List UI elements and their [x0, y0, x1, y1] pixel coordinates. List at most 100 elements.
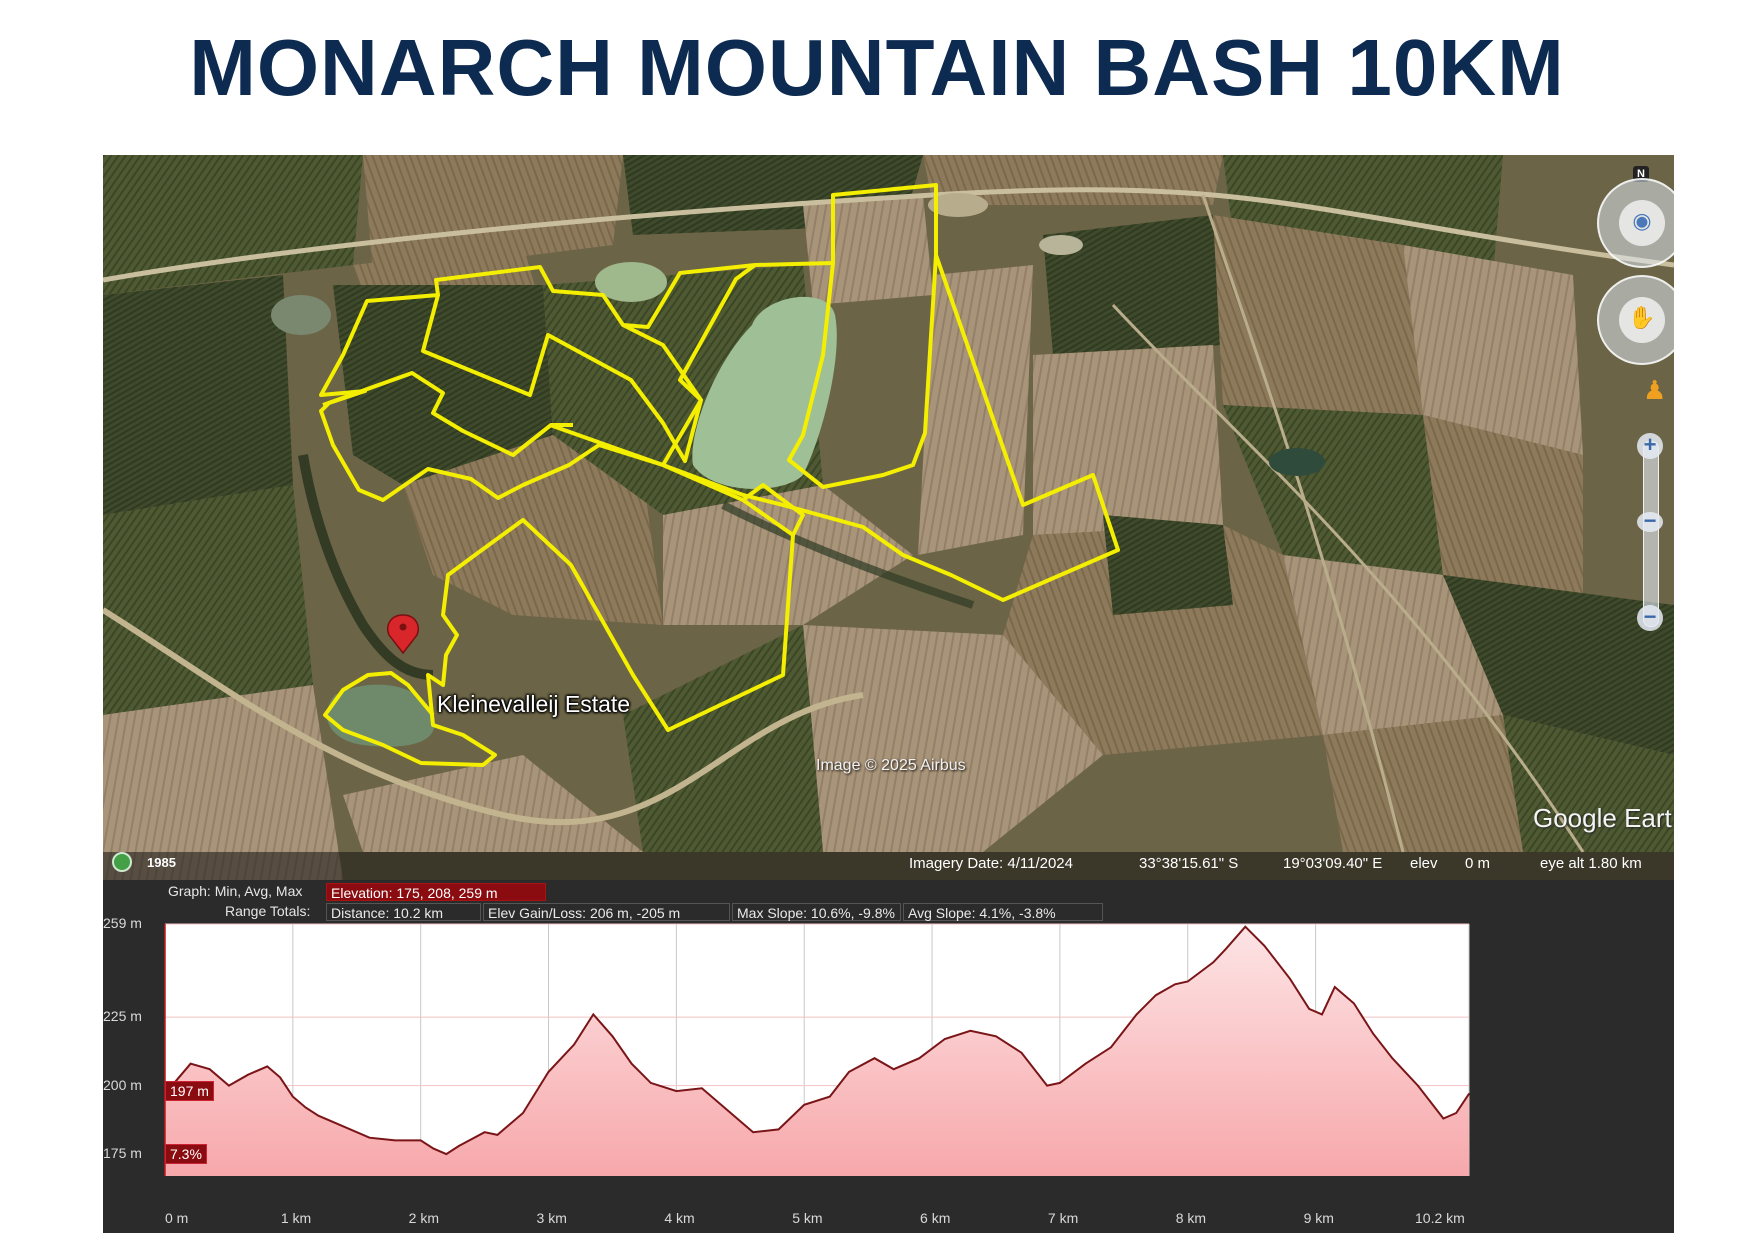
- elevation-point: [547, 1071, 550, 1073]
- look-joystick-icon[interactable]: ◉: [1597, 178, 1674, 268]
- longitude-readout: 19°03'09.40" E: [1283, 855, 1383, 872]
- x-tick-label: 3 km: [536, 1210, 567, 1226]
- historical-imagery-clock-icon[interactable]: [112, 852, 132, 872]
- elevation-point: [394, 1139, 396, 1142]
- elevation-point: [611, 1035, 614, 1038]
- elevation-point: [279, 1076, 281, 1079]
- elevation-point: [701, 1087, 703, 1090]
- elevation-point: [803, 1104, 805, 1106]
- x-tick-label: 6 km: [920, 1210, 951, 1226]
- zoom-handle[interactable]: −: [1637, 510, 1663, 532]
- max-slope-stat: Max Slope: 10.6%, -9.8%: [732, 903, 901, 921]
- avg-slope-stat: Avg Slope: 4.1%, -3.8%: [903, 903, 1103, 921]
- y-tick-label: 200 m: [103, 1076, 142, 1093]
- elevation-point: [228, 1084, 230, 1087]
- elevation-point: [1321, 1013, 1323, 1016]
- elevation-point: [317, 1114, 320, 1117]
- imagery-date: Imagery Date: 4/11/2024: [909, 855, 1073, 872]
- x-tick-label: 0 m: [165, 1210, 189, 1226]
- elevation-point: [304, 1106, 307, 1109]
- cursor-elevation-tag: 197 m: [165, 1080, 214, 1101]
- elevation-point: [247, 1073, 249, 1076]
- x-tick-label: 8 km: [1175, 1210, 1207, 1226]
- elevation-point: [1353, 1002, 1355, 1005]
- elevation-line: [164, 925, 1470, 1156]
- satellite-map[interactable]: Kleinevalleij Estate Image © 2025 Airbus…: [103, 155, 1674, 880]
- pin-label[interactable]: Kleinevalleij Estate: [437, 691, 631, 717]
- elevation-point: [368, 1136, 371, 1139]
- elevation-point: [650, 1082, 652, 1084]
- elevation-point: [292, 1095, 294, 1098]
- zoom-slider[interactable]: [1643, 441, 1659, 627]
- elevation-point: [1186, 980, 1189, 983]
- x-tick-label: 5 km: [792, 1210, 823, 1226]
- elevation-point: [496, 1134, 499, 1136]
- elevation-point: [592, 1013, 595, 1016]
- status-bar: [103, 852, 1674, 880]
- elevation-point: [969, 1030, 972, 1032]
- elevation-point: [873, 1057, 876, 1059]
- x-tick-label: 7 km: [1047, 1210, 1079, 1226]
- zoom-out-icon[interactable]: −: [1637, 605, 1663, 631]
- elevation-point: [1174, 983, 1176, 986]
- google-earth-window: Kleinevalleij Estate Image © 2025 Airbus…: [103, 155, 1674, 1233]
- elevation-point: [1244, 925, 1247, 928]
- elevation-point: [266, 1065, 269, 1068]
- elevation-point: [343, 1125, 345, 1128]
- elevation-point: [1212, 961, 1215, 964]
- imagery-credit: Image © 2025 Airbus: [816, 757, 966, 774]
- elevation-point: [419, 1139, 422, 1142]
- elevation-profile-panel: Graph: Min, Avg, Max Elevation: 175, 208…: [103, 880, 1674, 1233]
- x-tick-label: 10.2 km: [1415, 1210, 1465, 1226]
- route-outline: [319, 183, 1120, 767]
- elevation-point: [1442, 1117, 1445, 1120]
- zoom-in-icon[interactable]: +: [1637, 433, 1663, 459]
- pegman-icon[interactable]: ♟: [1643, 375, 1667, 405]
- elevation-point: [1020, 1051, 1023, 1054]
- elevation-area: [165, 926, 1469, 1176]
- elev-gain-loss-stat: Elev Gain/Loss: 206 m, -205 m: [483, 903, 730, 921]
- y-tick-label: 259 m: [103, 915, 142, 931]
- elevation-point: [1372, 1032, 1374, 1035]
- y-tick-label: 175 m: [103, 1145, 142, 1162]
- elevation-point: [918, 1057, 921, 1059]
- elevation-point: [1417, 1084, 1419, 1087]
- historical-year[interactable]: 1985: [147, 855, 176, 870]
- elevation-point: [432, 1147, 435, 1150]
- satellite-imagery: [103, 155, 1674, 880]
- elev-label: elev: [1410, 855, 1438, 872]
- elevation-point: [189, 1062, 192, 1065]
- x-tick-label: 4 km: [664, 1210, 695, 1226]
- elevation-chart[interactable]: [103, 880, 1674, 1233]
- elevation-point: [1110, 1046, 1112, 1049]
- x-tick-label: 1 km: [280, 1210, 312, 1226]
- page-title: MONARCH MOUNTAIN BASH 10KM: [189, 23, 1565, 112]
- move-joystick-icon[interactable]: ✋: [1597, 275, 1674, 365]
- elevation-point: [573, 1043, 575, 1046]
- elevation-point: [1308, 1008, 1310, 1010]
- range-totals-label: Range Totals:: [225, 903, 311, 919]
- x-tick-label: 9 km: [1303, 1210, 1334, 1226]
- elevation-point: [892, 1068, 895, 1070]
- elevation-point: [1334, 986, 1336, 988]
- elevation-point: [752, 1131, 754, 1133]
- eye-alt-readout: eye alt 1.80 km: [1540, 855, 1642, 872]
- elevation-point: [1468, 1093, 1470, 1095]
- y-tick-label: 225 m: [103, 1008, 142, 1025]
- elevation-point: [726, 1109, 729, 1112]
- elevation-point: [1084, 1062, 1087, 1065]
- elevation-point: [1155, 994, 1157, 996]
- elev-readout: 0 m: [1465, 855, 1491, 872]
- elevation-point: [1135, 1013, 1138, 1016]
- elevation-point: [944, 1038, 946, 1040]
- map-pin-icon: [387, 614, 419, 655]
- elevation-point: [483, 1131, 486, 1133]
- elevation-point: [848, 1071, 850, 1073]
- elevation-point: [1225, 947, 1227, 950]
- elevation-point: [777, 1128, 780, 1131]
- elevation-stats: Elevation: 175, 208, 259 m: [326, 883, 546, 901]
- elevation-point: [1046, 1084, 1048, 1087]
- elevation-point: [522, 1112, 524, 1114]
- elevation-point: [675, 1090, 678, 1092]
- elevation-point: [1391, 1057, 1394, 1059]
